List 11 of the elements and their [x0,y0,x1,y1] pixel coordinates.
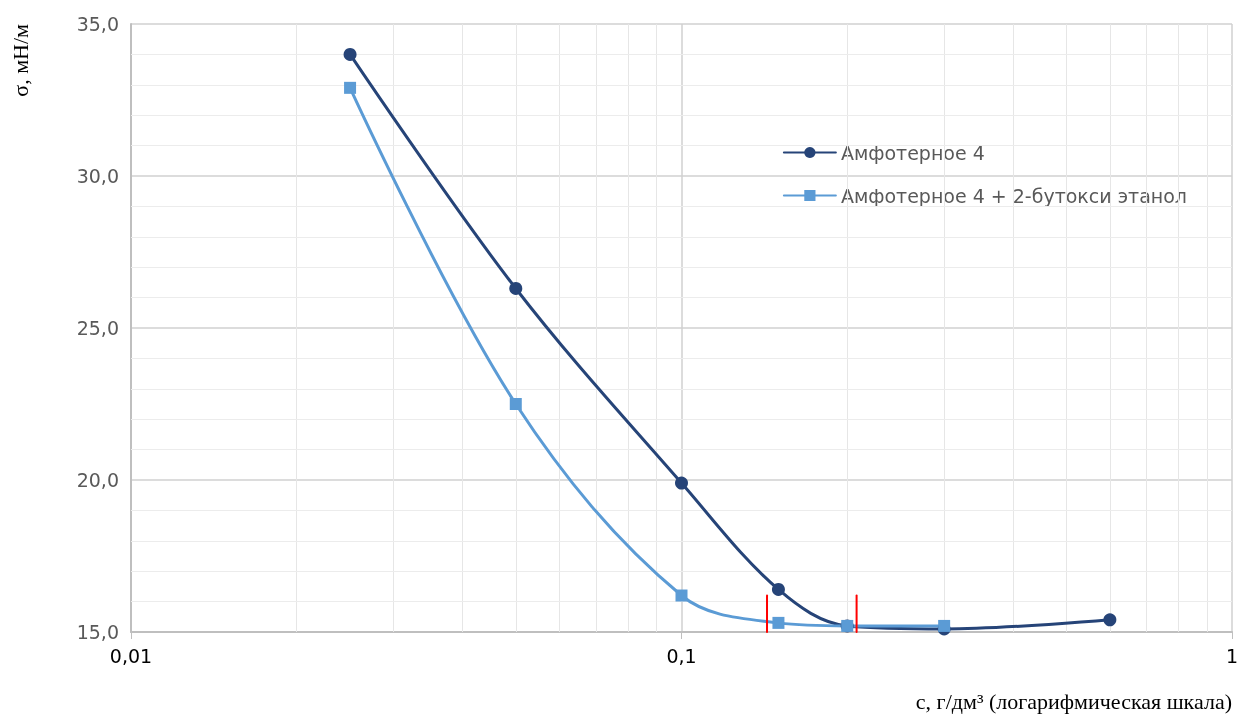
legend-label: Амфотерное 4 [840,141,985,164]
x-axis-title: c, г/дм³ (логарифмическая шкала) [915,688,1232,714]
x-tick-label: 0,01 [109,644,153,667]
y-tick-label: 30,0 [76,165,119,187]
y-tick-label: 35,0 [76,13,119,35]
y-tick-label: 20,0 [76,469,119,491]
y-tick-label: 25,0 [76,317,119,339]
x-tick-label: 0,1 [666,644,697,667]
y-tick-label: 15,0 [76,621,119,643]
y-axis-title: σ, мН/м [7,23,33,97]
x-tick-label: 1 [1225,644,1239,667]
